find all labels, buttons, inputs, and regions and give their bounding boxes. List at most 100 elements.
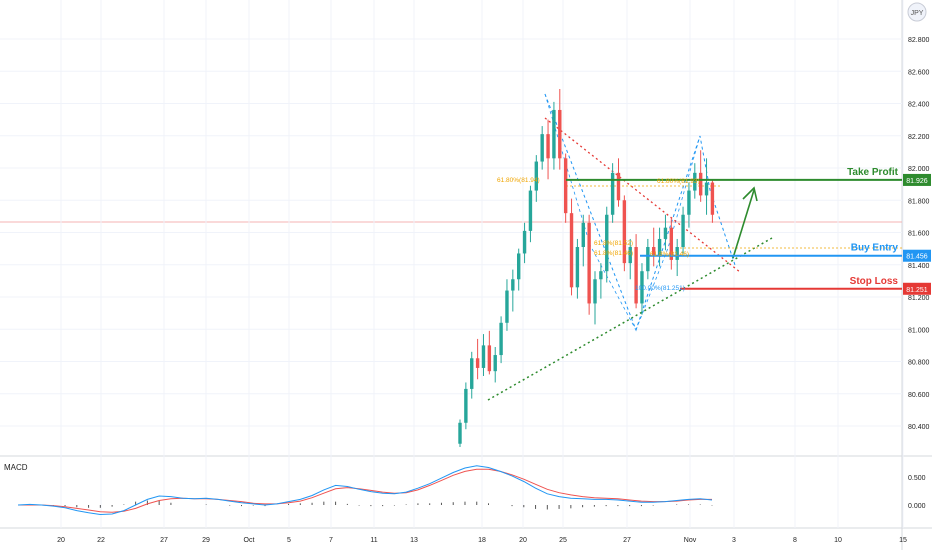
time-tick-label: Oct: [244, 537, 255, 544]
macd-tick-label: 0.000: [908, 503, 926, 510]
candle: [458, 419, 462, 447]
time-tick-label: Nov: [684, 537, 697, 544]
candle-body: [569, 213, 574, 288]
candle: [663, 214, 668, 251]
symbol-badge-label: JPY: [911, 10, 924, 17]
candle: [640, 263, 644, 315]
candle-body: [522, 230, 527, 254]
symbol-badge[interactable]: JPY: [907, 2, 927, 22]
fib-mid-1: 61.8%(81.52): [594, 240, 633, 247]
macd-signal-line: [18, 468, 712, 513]
level-name: Stop Loss: [850, 276, 899, 287]
candle-body: [563, 158, 568, 214]
candle-body: [646, 247, 650, 272]
time-tick-label: 11: [370, 537, 377, 544]
level-buy-entry: Buy Entry 81.456: [640, 243, 931, 262]
price-tick-label: 82.800: [908, 37, 930, 44]
candle-body: [710, 182, 715, 215]
candle-body: [581, 222, 585, 248]
grid: [0, 0, 904, 528]
price-tick-label: 81.800: [908, 198, 930, 205]
candle: [634, 234, 638, 309]
time-tick-label: 7: [329, 537, 333, 544]
price-tick-label: 81.200: [908, 295, 930, 302]
fib-annotations: 61.80%(81.94) 61.80%(81.93) 61.8%(81.52)…: [497, 177, 700, 292]
time-tick-label: 20: [57, 537, 65, 544]
candle: [687, 182, 691, 228]
candle-body: [634, 247, 638, 304]
candle: [646, 238, 650, 280]
candle: [628, 238, 632, 280]
projection-arrow-head: [742, 186, 758, 202]
candle: [675, 238, 679, 277]
candle-body: [511, 279, 515, 291]
candle-body: [622, 200, 627, 264]
candle-body: [558, 109, 562, 159]
time-tick-label: 27: [160, 537, 168, 544]
candle-body: [693, 172, 697, 191]
candle-body: [505, 290, 509, 323]
macd-tick-label: 0.500: [908, 475, 926, 482]
candle: [616, 158, 621, 207]
time-tick-label: 22: [97, 537, 105, 544]
candle: [587, 214, 591, 315]
macd-line: [17, 465, 713, 516]
level-price-label: 81.251: [906, 287, 928, 294]
candle: [610, 163, 615, 223]
candle-body: [470, 358, 474, 389]
candle: [698, 150, 703, 202]
candle: [558, 88, 562, 170]
candle: [652, 227, 656, 267]
candle: [534, 155, 539, 202]
candle: [599, 263, 603, 299]
price-tick-label: 80.400: [908, 424, 930, 431]
candle: [563, 153, 568, 223]
time-tick-label: 13: [410, 537, 418, 544]
time-tick-label: 25: [559, 537, 567, 544]
level-price-tag: [903, 282, 931, 295]
price-tick-label: 80.800: [908, 360, 930, 367]
candle-body: [687, 190, 691, 215]
candle-body: [575, 247, 580, 288]
candle: [540, 126, 544, 170]
candle-body: [481, 345, 486, 368]
price-tick-label: 82.000: [908, 166, 930, 173]
price-tick-label: 82.400: [908, 102, 930, 109]
resistance-trendline: [544, 117, 741, 273]
candle-body: [540, 134, 544, 162]
time-tick-label: 29: [202, 537, 210, 544]
price-tick-label: 82.600: [908, 69, 930, 76]
candle-body: [546, 134, 550, 159]
candle-body: [698, 172, 703, 196]
fib-mid-2: 61.8%(81.46): [594, 250, 633, 257]
candle-body: [681, 214, 685, 248]
price-tick-label: 80.600: [908, 392, 930, 399]
badge-circle: [907, 2, 927, 22]
macd-indicator-label: MACD: [4, 463, 28, 472]
candle-body: [587, 222, 591, 304]
level-price-label: 81.926: [906, 178, 928, 185]
candle: [475, 338, 480, 380]
candle-body: [528, 190, 533, 231]
candle: [546, 119, 550, 180]
time-axis: 20 22 27 29 Oct 5 7 11 13 18 20 25 27 Nov 3 8 10 15: [57, 537, 907, 544]
candle: [522, 222, 527, 264]
candle: [710, 179, 715, 223]
candle-body: [610, 172, 615, 215]
candle: [505, 279, 509, 331]
candle: [470, 351, 474, 399]
level-price-tag: [903, 249, 931, 262]
candle-body: [640, 271, 644, 304]
fib-upper-left: 61.80%(81.94): [497, 177, 540, 184]
candle: [511, 269, 515, 312]
time-tick-label: 15: [899, 537, 907, 544]
candle-body: [499, 322, 503, 356]
time-tick-label: 3: [732, 537, 736, 544]
candle: [569, 198, 574, 296]
candle: [657, 227, 662, 267]
candle: [605, 206, 609, 283]
candle-body: [599, 271, 603, 280]
candle-body: [475, 358, 480, 368]
price-tick-label: 81.400: [908, 263, 930, 270]
candle: [552, 101, 556, 170]
